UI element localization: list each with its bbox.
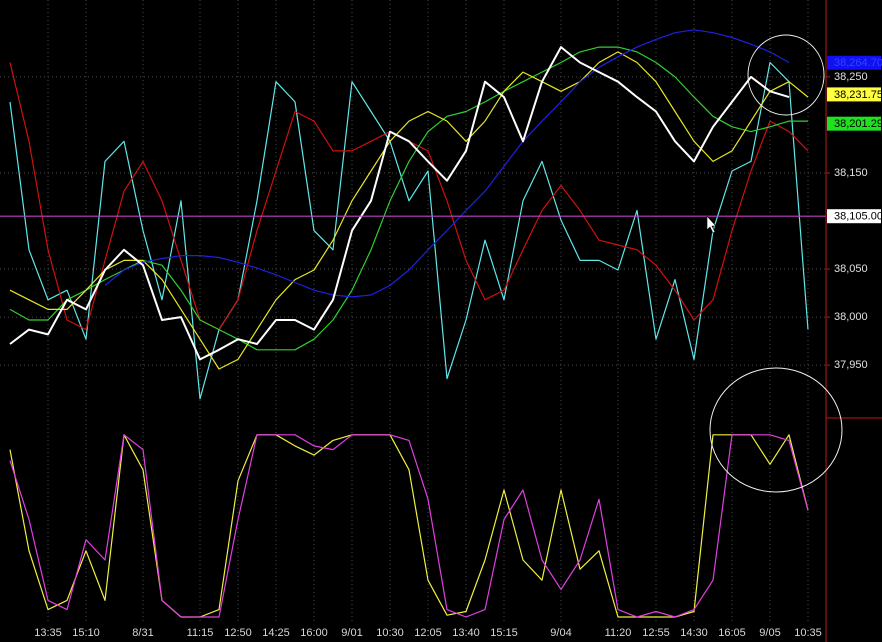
y-tick-label: 38,150 [834, 167, 868, 179]
y-tick-label: 37,950 [834, 359, 868, 371]
y-tick-label: 38,250 [834, 71, 868, 83]
x-tick-label: 13:40 [452, 627, 480, 639]
x-tick-label: 12:55 [642, 627, 670, 639]
mouse-cursor [706, 215, 717, 234]
highlight-circle [709, 367, 843, 493]
axis-layer: 13:35 15:10 8/31 11:15 12:50 14:25 16:00 9/01 10… [34, 55, 882, 639]
price-flag [827, 116, 881, 131]
x-tick-label: 11:15 [187, 627, 214, 639]
series-line [104, 29, 790, 298]
highlight-circle [747, 34, 825, 116]
price-flag [827, 87, 881, 102]
x-tick-label: 14:25 [262, 627, 290, 639]
price-flag-label: 38,201.29 [834, 118, 882, 130]
series-line [9, 434, 809, 618]
price-flag-label: 38,231.75 [834, 89, 882, 101]
x-tick-label: 13:35 [34, 627, 62, 639]
y-tick-label: 38,050 [834, 263, 868, 275]
x-tick-label: 9/04 [550, 627, 571, 639]
x-tick-label: 12:50 [224, 627, 252, 639]
price-flag-label: 38,105.00 [834, 211, 882, 223]
grid [0, 0, 826, 622]
series-line [9, 51, 809, 370]
series-line [9, 61, 809, 400]
x-tick-label: 11:20 [605, 627, 632, 639]
price-flag [827, 209, 881, 224]
x-tick-label: 10:35 [794, 627, 822, 639]
x-tick-label: 15:15 [490, 627, 518, 639]
price-flag [827, 55, 881, 70]
x-tick-label: 9/05 [759, 627, 780, 639]
x-tick-label: 8/31 [132, 627, 153, 639]
x-tick-label: 16:00 [300, 627, 328, 639]
x-tick-label: 9/01 [341, 627, 362, 639]
series-line [9, 46, 790, 361]
x-tick-label: 10:30 [376, 627, 404, 639]
x-tick-label: 16:05 [718, 627, 746, 639]
y-tick-label: 38,000 [834, 311, 868, 323]
x-tick-label: 15:10 [72, 627, 100, 639]
x-tick-label: 14:30 [680, 627, 708, 639]
x-tick-label: 12:05 [414, 627, 442, 639]
series-layer [0, 29, 826, 618]
price-flag-label: 38,264.70 [834, 57, 882, 69]
